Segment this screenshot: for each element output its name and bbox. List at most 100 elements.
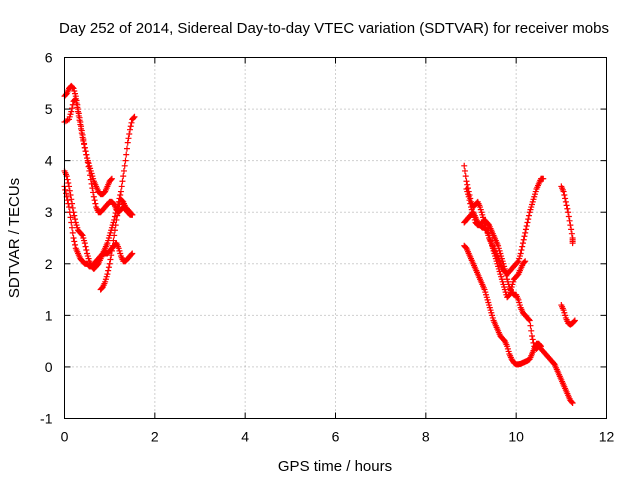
data-point	[81, 240, 88, 247]
data-point	[114, 208, 121, 215]
data-point	[79, 131, 86, 138]
data-point	[65, 179, 72, 186]
data-point	[565, 213, 572, 220]
data-point	[71, 212, 78, 219]
data-point	[462, 173, 469, 180]
data-point	[80, 136, 87, 143]
x-tick-label: 0	[61, 429, 69, 445]
data-point	[69, 224, 76, 231]
series-track-a	[61, 95, 115, 198]
data-point	[525, 216, 532, 223]
data-point	[114, 212, 121, 219]
y-tick-label: 4	[45, 153, 53, 169]
data-point	[528, 332, 535, 339]
data-point	[565, 209, 572, 216]
data-point	[69, 204, 76, 211]
data-point	[90, 193, 97, 200]
data-point	[108, 175, 115, 182]
data-point	[123, 145, 130, 152]
data-point	[69, 105, 76, 112]
y-tick-label: 1	[45, 307, 53, 323]
data-point	[127, 123, 134, 130]
x-tick-label: 2	[151, 429, 159, 445]
data-points	[61, 82, 578, 407]
data-point	[566, 217, 573, 224]
data-point	[62, 186, 69, 193]
data-point	[121, 162, 128, 169]
series-track-b	[61, 82, 136, 218]
data-point	[503, 272, 510, 279]
data-point	[463, 178, 470, 185]
data-point	[520, 236, 527, 243]
data-point	[522, 258, 529, 265]
data-point	[563, 202, 570, 209]
data-point	[517, 250, 524, 257]
data-point	[537, 342, 544, 349]
data-point	[74, 101, 81, 108]
data-point	[521, 259, 528, 266]
data-point	[111, 227, 118, 234]
series-track-j	[558, 183, 576, 247]
plot-frame	[64, 57, 607, 419]
data-point	[521, 233, 528, 240]
data-point	[538, 343, 545, 350]
data-point	[112, 222, 119, 229]
x-tick-label: 10	[508, 429, 524, 445]
data-point	[123, 151, 130, 158]
series-track-f	[461, 162, 547, 278]
data-point	[108, 252, 115, 259]
data-point	[82, 148, 89, 155]
y-tick-label: 2	[45, 256, 53, 272]
data-point	[76, 114, 83, 121]
data-point	[571, 318, 578, 325]
data-point	[568, 399, 575, 406]
data-point	[86, 167, 93, 174]
data-point	[571, 317, 578, 324]
data-point	[568, 226, 575, 233]
data-point	[562, 195, 569, 202]
data-point	[64, 176, 71, 183]
data-point	[73, 97, 80, 104]
data-point	[71, 238, 78, 245]
data-point	[130, 114, 137, 121]
x-tick-label: 8	[422, 429, 430, 445]
series-track-d	[61, 183, 136, 270]
data-point	[117, 192, 124, 199]
data-point	[108, 176, 115, 183]
y-tick-label: 6	[45, 50, 53, 66]
data-point	[126, 130, 133, 137]
data-point	[562, 198, 569, 205]
x-tick-label: 6	[332, 429, 340, 445]
data-point	[70, 235, 77, 241]
data-point	[501, 265, 508, 272]
data-point	[568, 230, 575, 237]
data-point	[83, 151, 90, 158]
data-point	[514, 259, 521, 266]
data-point	[68, 108, 75, 115]
data-point	[75, 106, 82, 113]
data-point	[131, 113, 138, 120]
data-point	[64, 197, 71, 204]
data-point	[118, 183, 125, 190]
data-point	[117, 188, 124, 195]
data-point	[561, 192, 568, 199]
data-point	[522, 226, 529, 233]
data-point	[109, 242, 116, 249]
data-point	[569, 400, 576, 407]
data-point	[519, 240, 526, 247]
data-point	[518, 247, 525, 254]
data-point	[113, 216, 120, 223]
data-point	[505, 292, 512, 299]
data-point	[68, 219, 75, 226]
data-point	[88, 180, 95, 187]
data-point	[67, 192, 74, 199]
data-point	[105, 264, 112, 271]
data-point	[87, 176, 94, 183]
data-point	[84, 155, 91, 162]
data-point	[522, 229, 529, 236]
series-track-i	[461, 242, 545, 368]
x-tick-label: 4	[241, 429, 249, 445]
data-point	[111, 232, 118, 239]
data-point	[72, 241, 79, 248]
data-point	[91, 197, 98, 204]
